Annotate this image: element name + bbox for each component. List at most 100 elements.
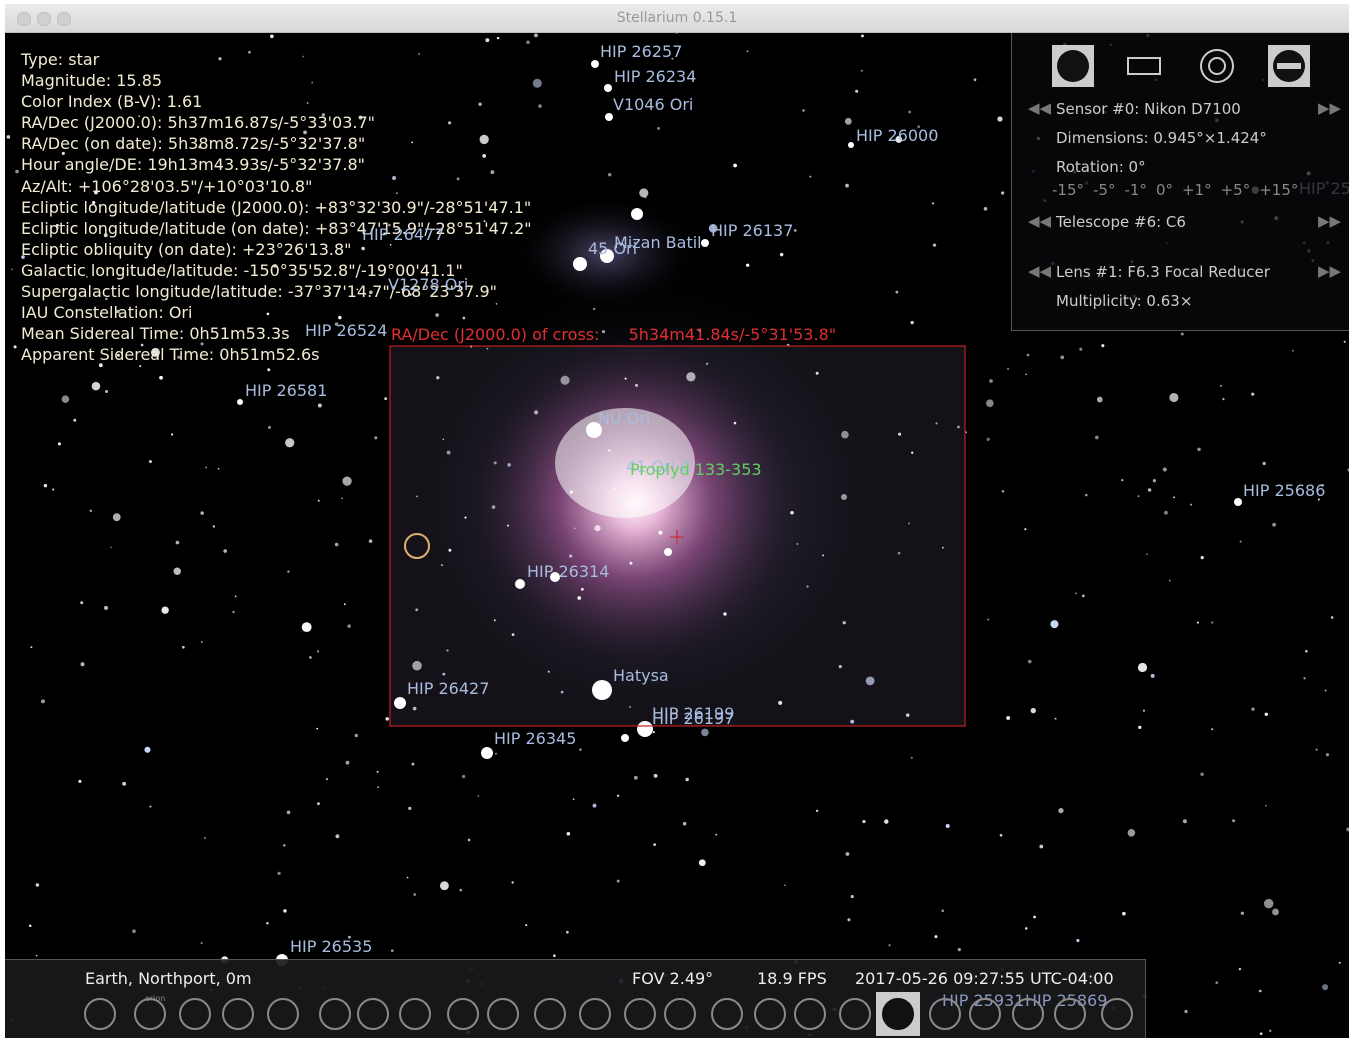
toolbar-button[interactable] (625, 999, 655, 1029)
rotation-step[interactable]: +15° (1259, 181, 1298, 199)
star (816, 372, 819, 375)
toolbar-button[interactable] (85, 999, 115, 1029)
toolbar-button[interactable] (535, 999, 565, 1029)
toolbar-button[interactable] (320, 999, 350, 1029)
star (629, 562, 632, 565)
info-line: RA/Dec (on date): 5h38m8.72s/-5°32'37.8" (21, 133, 532, 154)
date-time[interactable]: 2017-05-26 09:27:55 UTC-04:00 (855, 969, 1114, 988)
star (1331, 616, 1334, 619)
next-arrow[interactable]: ▶▶ (1318, 99, 1341, 117)
star (1169, 580, 1171, 582)
rotation-step[interactable]: -15° (1052, 181, 1084, 199)
toolbar-button[interactable] (180, 999, 210, 1029)
toolbar-button[interactable] (448, 999, 478, 1029)
star (784, 884, 786, 886)
toolbar-button[interactable] (488, 999, 518, 1029)
star (851, 895, 854, 898)
rotation-step[interactable]: +1° (1182, 181, 1212, 199)
sensor[interactable]: Sensor #0: Nikon D7100 (1056, 100, 1241, 118)
toolbar-button[interactable] (970, 999, 1000, 1029)
star (911, 757, 913, 759)
prev-arrow[interactable]: ◀◀ (1028, 212, 1051, 230)
toolbar-button[interactable] (1013, 999, 1043, 1029)
prev-arrow[interactable]: ◀◀ (1028, 99, 1051, 117)
star (845, 184, 849, 188)
rotation-step[interactable]: 0° (1156, 181, 1173, 199)
telrad-button[interactable] (1128, 58, 1160, 74)
star (182, 646, 185, 649)
star (441, 564, 443, 566)
star (1095, 436, 1099, 440)
star (149, 806, 151, 808)
telescope[interactable]: Telescope #6: C6 (1056, 213, 1186, 231)
toolbar-button[interactable] (358, 999, 388, 1029)
toolbar-button[interactable] (223, 999, 253, 1029)
star (1027, 354, 1030, 357)
minimize-button[interactable] (37, 12, 51, 26)
bright-star (481, 747, 493, 759)
toolbar-button[interactable] (268, 999, 298, 1029)
star (1265, 805, 1267, 807)
button-bar (5, 992, 1145, 1038)
star (407, 877, 409, 879)
star (941, 909, 944, 912)
toolbar-button[interactable] (1102, 999, 1132, 1029)
star (90, 510, 92, 512)
star (1148, 488, 1151, 491)
star (534, 410, 538, 414)
toolbar-button[interactable] (665, 999, 695, 1029)
toolbar-button[interactable] (930, 999, 960, 1029)
prev-arrow[interactable]: ◀◀ (1028, 262, 1051, 280)
star (986, 399, 994, 407)
star (895, 291, 898, 294)
star (593, 804, 597, 808)
location[interactable]: Earth, Northport, 0m (85, 969, 252, 988)
next-arrow[interactable]: ▶▶ (1318, 212, 1341, 230)
star (1272, 523, 1276, 527)
star (843, 621, 846, 624)
star (658, 531, 662, 535)
star (608, 173, 611, 176)
toolbar-button[interactable] (795, 999, 825, 1029)
sky-label: HIP 26000 (856, 126, 938, 145)
toolbar-button[interactable] (755, 999, 785, 1029)
star (347, 624, 350, 627)
toolbar-button[interactable] (840, 999, 870, 1029)
toolbar-button[interactable] (580, 999, 610, 1029)
star (657, 127, 660, 130)
info-line: Ecliptic obliquity (on date): +23°26'13.… (21, 239, 532, 260)
star (1325, 690, 1327, 692)
lens[interactable]: Lens #1: F6.3 Focal Reducer (1056, 263, 1270, 281)
info-line: Az/Alt: +106°28'03.5"/+10°03'10.8" (21, 176, 532, 197)
star (80, 601, 83, 604)
star (11, 269, 13, 271)
star (104, 606, 108, 610)
star (644, 196, 646, 198)
info-line: Ecliptic longitude/latitude (on date): +… (21, 218, 532, 239)
close-button[interactable] (17, 12, 31, 26)
star (52, 488, 54, 490)
next-arrow[interactable]: ▶▶ (1318, 262, 1341, 280)
zoom-button[interactable] (57, 12, 71, 26)
star (594, 525, 600, 531)
star (1215, 981, 1218, 984)
toolbar-button[interactable] (712, 999, 742, 1029)
rotation-step[interactable]: +5° (1221, 181, 1251, 199)
toolbar-button[interactable] (135, 999, 165, 1029)
star (911, 452, 913, 454)
bright-star (605, 113, 613, 121)
star (341, 497, 343, 499)
rotation-step[interactable]: -5° (1093, 181, 1115, 199)
star (1260, 1032, 1263, 1035)
ocular-button[interactable] (1201, 50, 1233, 82)
toolbar-button[interactable] (883, 999, 913, 1029)
toolbar-button[interactable] (400, 999, 430, 1029)
toolbar-button[interactable] (1055, 999, 1085, 1029)
star (573, 798, 575, 800)
star (512, 633, 515, 636)
star (1025, 927, 1028, 930)
star (579, 749, 581, 751)
rotation-step[interactable]: -1° (1124, 181, 1146, 199)
bright-star (637, 721, 653, 737)
